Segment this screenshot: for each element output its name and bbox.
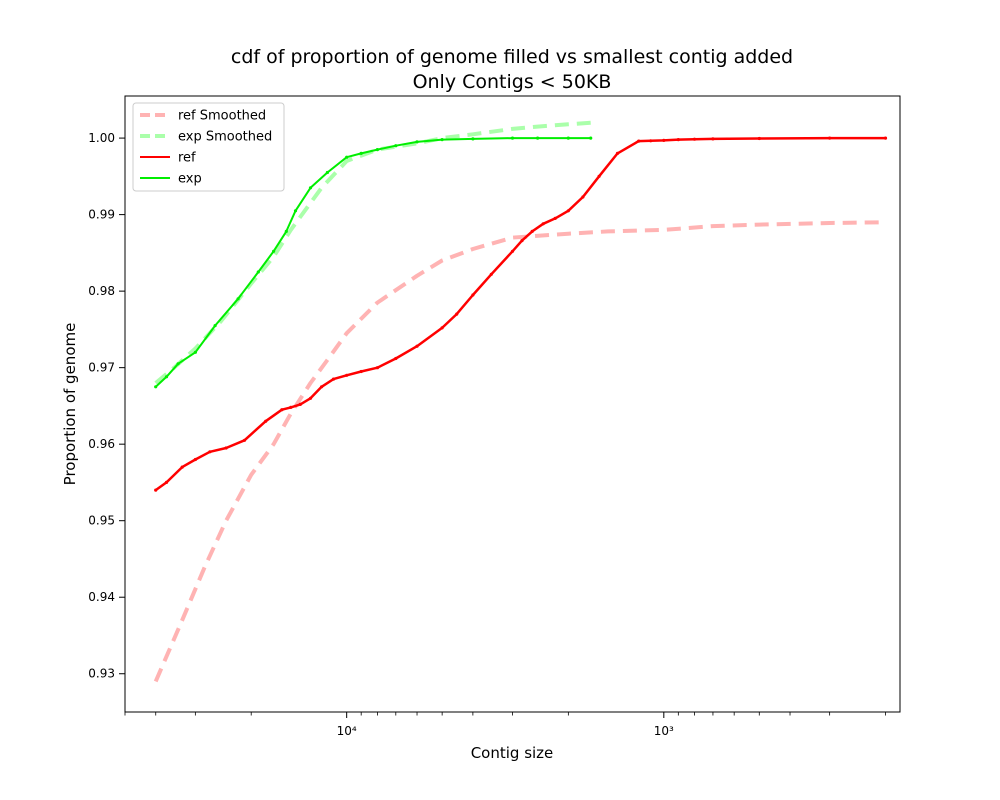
- data-point-ref: [553, 216, 557, 220]
- x-axis: 10⁴ 10³: [124, 712, 886, 738]
- data-point-ref: [164, 480, 169, 484]
- data-point-exp: [394, 144, 398, 148]
- data-point-ref: [280, 408, 284, 412]
- data-point-ref: [649, 139, 653, 143]
- y-tick-label: 0.97: [88, 361, 115, 375]
- data-point-exp: [415, 140, 419, 144]
- data-point-ref: [530, 229, 534, 233]
- data-point-ref: [692, 137, 697, 141]
- data-point-exp: [256, 270, 260, 274]
- data-point-ref: [455, 312, 459, 316]
- data-point-ref: [298, 402, 302, 406]
- y-tick-label: 0.99: [88, 208, 115, 222]
- y-axis: 0.93 0.94 0.95 0.96 0.97 0.98 0.99 1.00: [88, 131, 125, 681]
- data-point-ref: [489, 272, 493, 276]
- data-point-exp: [510, 136, 515, 140]
- data-point-ref: [615, 151, 620, 155]
- data-point-exp: [308, 186, 313, 190]
- data-point-ref: [566, 209, 570, 213]
- data-point-ref: [415, 344, 419, 348]
- data-point-exp: [284, 229, 288, 233]
- data-point-exp: [589, 136, 593, 140]
- data-point-ref: [289, 405, 293, 409]
- data-point-exp: [176, 362, 180, 366]
- data-point-ref: [757, 136, 761, 141]
- data-point-exp: [236, 297, 240, 301]
- chart-subtitle: Only Contigs < 50KB: [413, 71, 612, 93]
- data-point-ref: [541, 222, 545, 226]
- data-point-ref: [828, 136, 832, 140]
- series-line-ref-smoothed: [153, 220, 886, 683]
- data-point-exp: [345, 155, 349, 159]
- data-point-ref: [394, 356, 398, 361]
- data-point-exp: [293, 209, 298, 213]
- y-tick-label: 0.95: [88, 514, 115, 528]
- legend-entry: ref Smoothed: [178, 109, 266, 124]
- data-point-exp: [566, 136, 570, 140]
- data-point-ref: [581, 195, 585, 199]
- x-tick-label: 10⁴: [337, 724, 357, 738]
- data-point-ref: [224, 446, 228, 450]
- data-point-ref: [193, 457, 197, 462]
- data-point-ref: [264, 419, 268, 423]
- data-point-ref: [375, 366, 379, 370]
- data-point-ref: [180, 465, 184, 469]
- legend-entry: ref: [178, 151, 196, 166]
- legend-entry: exp: [178, 172, 202, 187]
- data-point-exp: [325, 170, 329, 175]
- data-point-exp: [536, 136, 540, 140]
- y-tick-label: 0.96: [88, 437, 115, 451]
- data-point-exp: [164, 375, 169, 379]
- data-point-ref: [471, 293, 475, 297]
- data-point-ref: [637, 139, 641, 143]
- data-point-ref: [510, 249, 515, 253]
- legend: ref Smoothed exp Smoothed ref exp: [132, 102, 285, 192]
- data-point-ref: [711, 137, 715, 141]
- y-axis-label: Proportion of genome: [61, 323, 79, 486]
- data-point-ref: [440, 326, 444, 330]
- y-tick-label: 0.98: [88, 284, 115, 298]
- data-point-ref: [331, 377, 336, 381]
- data-point-exp: [359, 151, 363, 155]
- data-point-exp: [471, 137, 475, 141]
- data-point-ref: [345, 373, 349, 377]
- data-point-ref: [359, 369, 363, 374]
- series-layer: [153, 120, 888, 683]
- data-point-ref: [308, 396, 313, 400]
- data-point-ref: [154, 488, 158, 492]
- legend-box: [132, 102, 285, 192]
- data-point-exp: [375, 148, 379, 152]
- y-tick-label: 0.93: [88, 667, 115, 681]
- data-point-exp: [440, 138, 444, 142]
- data-point-ref: [676, 138, 680, 142]
- data-point-ref: [208, 450, 212, 454]
- data-point-ref: [597, 174, 601, 178]
- data-point-ref: [520, 239, 524, 243]
- data-point-ref: [242, 438, 247, 442]
- chart-title: cdf of proportion of genome filled vs sm…: [231, 46, 793, 68]
- data-point-ref: [883, 136, 888, 140]
- data-point-exp: [213, 324, 217, 328]
- x-tick-label: 10³: [654, 724, 674, 738]
- data-point-exp: [154, 385, 158, 389]
- data-point-ref: [320, 385, 324, 389]
- legend-entry: exp Smoothed: [178, 130, 272, 145]
- y-tick-label: 1.00: [88, 131, 115, 145]
- x-axis-label: Contig size: [471, 744, 554, 762]
- data-point-ref: [662, 138, 666, 142]
- data-point-exp: [272, 249, 276, 253]
- data-point-exp: [193, 350, 197, 354]
- y-tick-label: 0.94: [88, 590, 115, 604]
